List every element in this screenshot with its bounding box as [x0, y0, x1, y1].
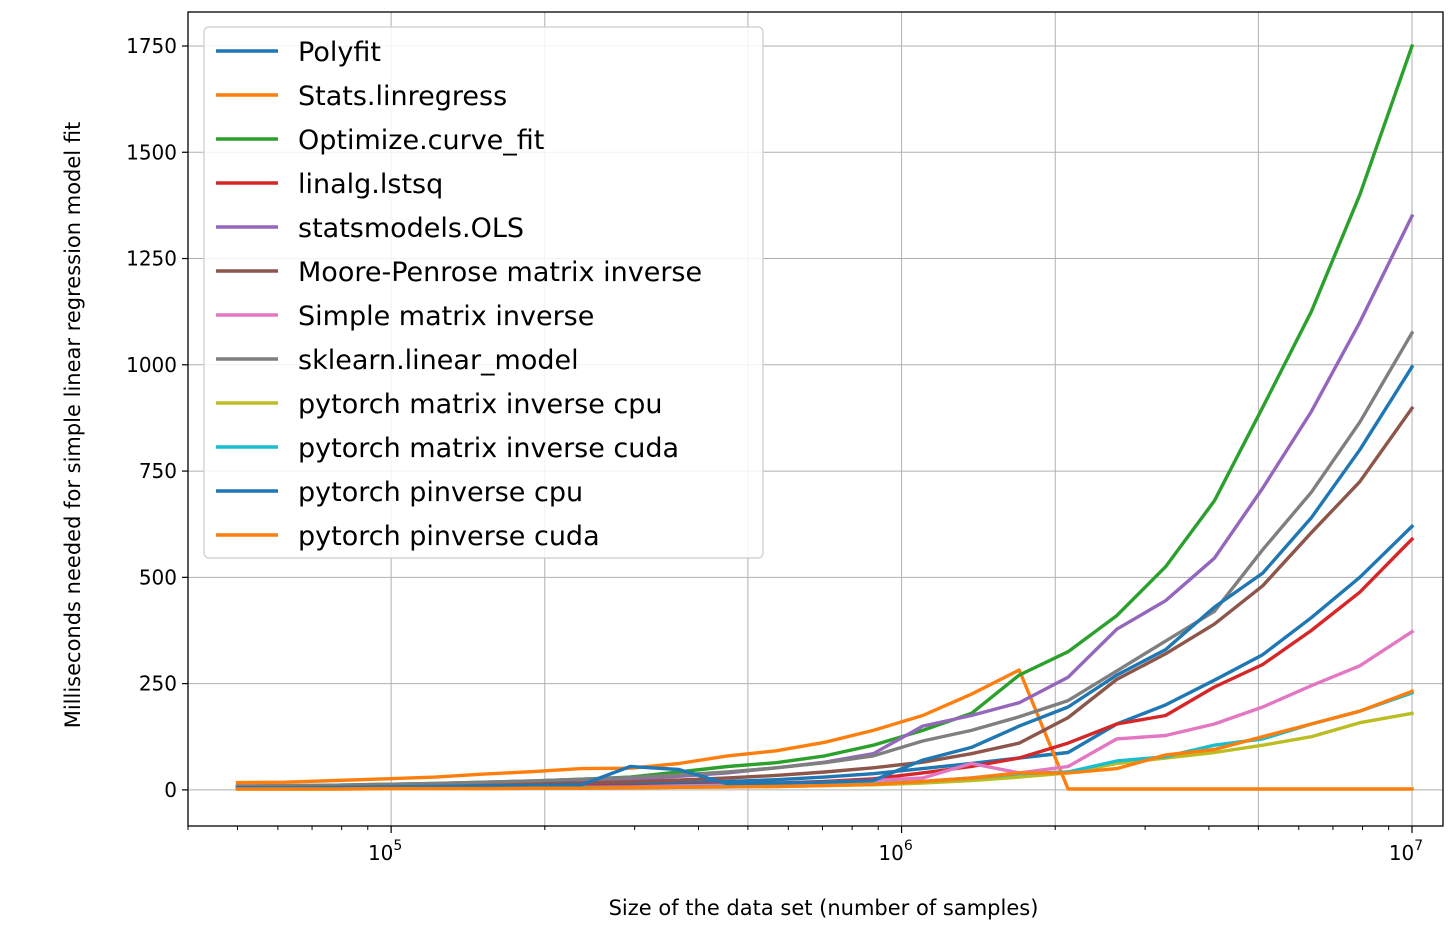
- y-tick-label: 1250: [126, 247, 177, 271]
- y-tick-label: 750: [139, 459, 177, 483]
- legend-label: pytorch pinverse cuda: [298, 521, 600, 552]
- series-line-7: [235, 330, 1415, 788]
- legend-label: Stats.linregress: [298, 81, 507, 112]
- series-line-10: [235, 364, 1415, 790]
- legend-label: linalg.lstsq: [298, 169, 443, 200]
- y-tick-label: 500: [139, 565, 177, 589]
- y-axis-title: Milliseconds needed for simple linear re…: [61, 122, 85, 729]
- legend-label: Simple matrix inverse: [298, 301, 594, 332]
- y-tick-label: 250: [139, 672, 177, 696]
- series-lines: [235, 43, 1415, 791]
- x-tick-label: 105: [368, 838, 402, 865]
- legend-label: Polyfit: [298, 37, 381, 68]
- x-axis-title: Size of the data set (number of samples): [609, 896, 1039, 920]
- legend-box: [203, 26, 764, 559]
- series-line-11: [235, 689, 1415, 791]
- x-tick-label-base: 10: [878, 841, 903, 865]
- y-tick-label: 1000: [126, 353, 177, 377]
- legend-label: sklearn.linear_model: [298, 345, 579, 376]
- x-tick-label-exponent: 5: [393, 838, 402, 854]
- legend-label: pytorch pinverse cpu: [298, 477, 583, 508]
- legend-label: statsmodels.OLS: [298, 213, 524, 244]
- x-tick-label-base: 10: [368, 841, 393, 865]
- legend-label: pytorch matrix inverse cpu: [298, 389, 663, 420]
- x-tick-label: 107: [1389, 838, 1423, 865]
- legend: Polyfit Stats.linregress Optimize.curve_fi…: [203, 26, 764, 559]
- x-tick-label-base: 10: [1389, 841, 1414, 865]
- x-tick-label-exponent: 6: [904, 838, 913, 854]
- x-tick-label-exponent: 7: [1414, 838, 1423, 854]
- y-tick-label: 0: [164, 778, 177, 802]
- y-tick-label: 1750: [126, 34, 177, 58]
- y-tick-label: 1500: [126, 140, 177, 164]
- legend-label: pytorch matrix inverse cuda: [298, 433, 679, 464]
- plot-frame: [187, 11, 1444, 827]
- legend-label: Moore-Penrose matrix inverse: [298, 257, 702, 288]
- x-tick-label: 106: [878, 838, 912, 865]
- series-line-1: [235, 668, 1414, 791]
- legend-label: Optimize.curve_fit: [298, 125, 544, 156]
